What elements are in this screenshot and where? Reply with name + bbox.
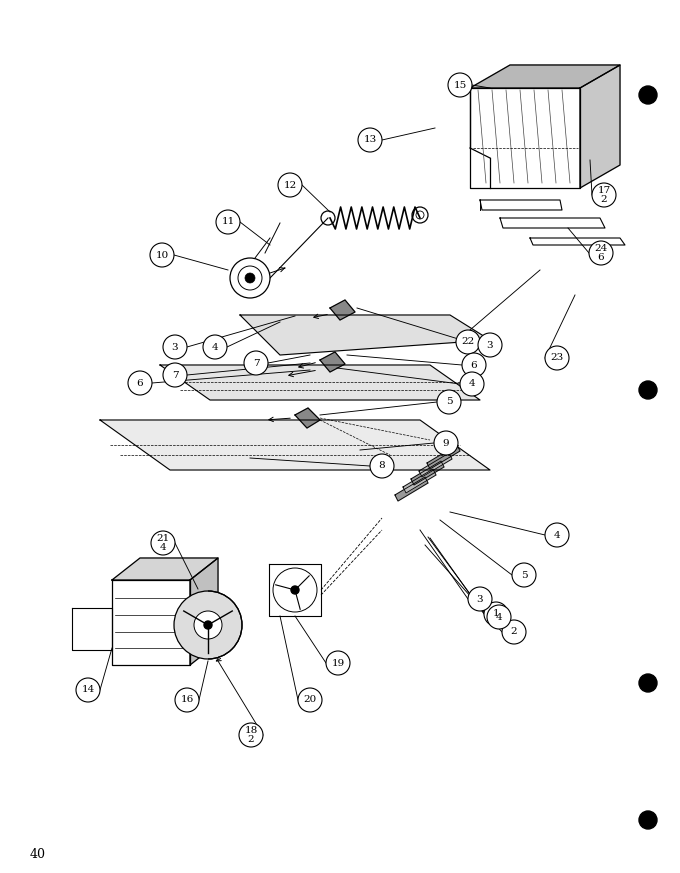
Polygon shape <box>190 558 218 665</box>
Text: 10: 10 <box>155 251 169 259</box>
Circle shape <box>150 243 174 267</box>
Text: 15: 15 <box>454 80 466 90</box>
Text: 7: 7 <box>253 359 259 368</box>
Circle shape <box>358 128 382 152</box>
Text: 4: 4 <box>496 613 503 622</box>
Circle shape <box>151 531 175 555</box>
Text: 6: 6 <box>137 379 143 388</box>
Circle shape <box>589 241 613 265</box>
Circle shape <box>298 688 322 712</box>
Circle shape <box>502 620 526 644</box>
Circle shape <box>545 523 569 547</box>
Polygon shape <box>411 461 444 485</box>
Polygon shape <box>160 365 480 400</box>
Circle shape <box>487 605 511 629</box>
Text: 16: 16 <box>180 696 194 705</box>
Text: 3: 3 <box>171 342 178 352</box>
Text: 1: 1 <box>493 609 499 618</box>
Circle shape <box>326 651 350 675</box>
Text: 2: 2 <box>511 628 517 636</box>
Text: 6: 6 <box>471 361 477 369</box>
Circle shape <box>244 351 268 375</box>
Polygon shape <box>427 445 460 469</box>
Polygon shape <box>295 408 320 428</box>
Text: 19: 19 <box>331 658 345 668</box>
Text: 11: 11 <box>222 217 235 226</box>
Text: 4: 4 <box>211 342 218 352</box>
Text: 4: 4 <box>469 380 475 388</box>
Circle shape <box>239 723 263 747</box>
Text: 17
2: 17 2 <box>597 186 611 203</box>
Circle shape <box>76 678 100 702</box>
Polygon shape <box>470 65 620 88</box>
Text: 40: 40 <box>30 848 46 861</box>
Text: 24
6: 24 6 <box>594 244 608 262</box>
Circle shape <box>175 688 199 712</box>
Circle shape <box>478 333 502 357</box>
Text: 12: 12 <box>284 181 296 189</box>
Text: 8: 8 <box>379 462 386 471</box>
Polygon shape <box>403 469 436 493</box>
Text: 3: 3 <box>487 340 493 349</box>
Circle shape <box>128 371 152 395</box>
Circle shape <box>639 811 657 829</box>
Circle shape <box>545 346 569 370</box>
Circle shape <box>468 587 492 611</box>
Circle shape <box>370 454 394 478</box>
Polygon shape <box>100 420 490 470</box>
Circle shape <box>462 353 486 377</box>
Polygon shape <box>320 352 345 372</box>
Circle shape <box>512 563 536 587</box>
Text: 5: 5 <box>521 570 527 580</box>
Circle shape <box>245 273 255 283</box>
Text: 4: 4 <box>554 531 560 540</box>
Polygon shape <box>330 300 355 320</box>
Polygon shape <box>112 558 218 580</box>
Circle shape <box>639 674 657 692</box>
Circle shape <box>230 258 270 298</box>
Circle shape <box>216 210 240 234</box>
Text: 13: 13 <box>363 135 377 145</box>
Polygon shape <box>419 453 452 477</box>
Circle shape <box>278 173 302 197</box>
Circle shape <box>592 183 616 207</box>
Text: 5: 5 <box>445 397 452 407</box>
Circle shape <box>163 363 187 387</box>
Text: 9: 9 <box>443 438 449 448</box>
Polygon shape <box>395 477 428 501</box>
Polygon shape <box>580 65 620 188</box>
Text: 23: 23 <box>550 354 564 362</box>
Text: 20: 20 <box>303 696 317 705</box>
Text: 18
2: 18 2 <box>244 726 258 744</box>
Circle shape <box>639 86 657 104</box>
Circle shape <box>434 431 458 455</box>
Text: 7: 7 <box>171 370 178 380</box>
Circle shape <box>437 390 461 414</box>
Circle shape <box>639 381 657 399</box>
Circle shape <box>174 591 242 659</box>
Circle shape <box>194 611 222 639</box>
Text: 14: 14 <box>82 685 95 695</box>
Circle shape <box>456 330 480 354</box>
Text: 22: 22 <box>461 338 475 347</box>
Text: 3: 3 <box>477 595 483 603</box>
Circle shape <box>460 372 484 396</box>
Circle shape <box>484 602 508 626</box>
Polygon shape <box>240 315 490 355</box>
Circle shape <box>163 335 187 359</box>
Text: 21
4: 21 4 <box>156 534 169 552</box>
Circle shape <box>291 586 299 594</box>
Circle shape <box>204 621 212 629</box>
Circle shape <box>203 335 227 359</box>
Circle shape <box>448 73 472 97</box>
